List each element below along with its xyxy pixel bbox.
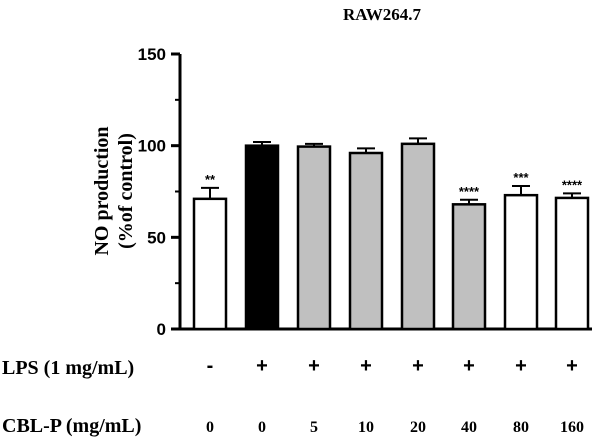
bars-group: ********* **** — [192, 137, 590, 331]
row-2-value: 20 — [410, 419, 426, 436]
row-2-value: 160 — [560, 419, 584, 436]
bar-1 — [192, 197, 228, 331]
bar-5 — [400, 142, 436, 331]
row-2-value: 80 — [513, 419, 529, 436]
y-tick-label-150: 150 — [138, 45, 166, 64]
significance-label: **** — [562, 177, 583, 192]
row-label-2: CBL-P (mg/mL) — [2, 415, 141, 437]
y-tick-label-50: 50 — [147, 228, 166, 247]
row-2-value: 0 — [206, 419, 214, 436]
condition-rows: LPS (1 mg/mL) - + + + + + + + CBL-P (mg/mL) 0 0 5 10 2… — [2, 355, 584, 437]
y-tick-label-0: 0 — [157, 320, 166, 339]
row-1-value: + — [515, 355, 527, 377]
row-1-value: - — [207, 355, 214, 377]
row-1-value: + — [463, 355, 475, 377]
row-1-value: + — [360, 355, 372, 377]
row-1-value: + — [308, 355, 320, 377]
row-2-value: 5 — [310, 419, 318, 436]
bar-2 — [244, 144, 280, 331]
y-axis-label-line2: (%of control) — [115, 133, 137, 249]
bar-4 — [348, 151, 384, 331]
row-2-value: 40 — [461, 419, 477, 436]
bar-6 — [451, 203, 487, 331]
row-2-value: 0 — [258, 419, 266, 436]
y-axis-label-line1: NO production — [91, 126, 113, 255]
significance-label: **** — [459, 184, 480, 199]
bar-7 — [503, 193, 539, 331]
chart-title: RAW264.7 — [343, 5, 421, 24]
row-1-value: + — [412, 355, 424, 377]
bar-3 — [296, 145, 332, 331]
bar-8 — [554, 196, 590, 331]
row-label-1: LPS (1 mg/mL) — [2, 357, 134, 379]
y-tick-label-100: 100 — [138, 137, 166, 156]
significance-label: ** — [205, 172, 216, 187]
significance-label: *** — [513, 170, 529, 185]
row-2-value: 10 — [358, 419, 374, 436]
row-1-value: + — [256, 355, 268, 377]
row-1-value: + — [566, 355, 578, 377]
